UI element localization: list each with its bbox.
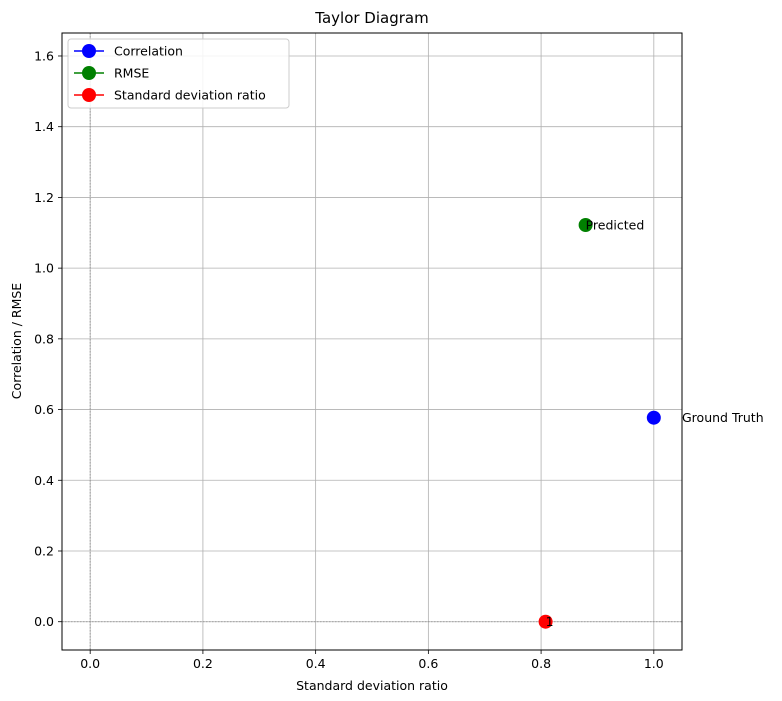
x-tick-label: 0.8 bbox=[531, 656, 551, 671]
y-tick-label: 0.4 bbox=[34, 473, 54, 488]
legend-marker bbox=[82, 88, 96, 102]
y-tick-label: 0.8 bbox=[34, 331, 54, 346]
legend-marker bbox=[82, 44, 96, 58]
x-tick-label: 0.2 bbox=[193, 656, 213, 671]
y-tick-label: 0.6 bbox=[34, 402, 54, 417]
point-annotations: Ground Truth Predicted 1 bbox=[546, 217, 764, 629]
legend-box bbox=[67, 38, 290, 109]
y-tick-label: 1.0 bbox=[34, 261, 54, 276]
legend: Correlation RMSE Standard deviation ratio bbox=[67, 38, 290, 109]
x-axis-label: Standard deviation ratio bbox=[296, 678, 448, 693]
y-tick-label: 0.0 bbox=[34, 614, 54, 629]
axis-ticks: 0.0 0.2 0.4 0.6 0.8 1.0 0.0 0.2 0.4 0.6 0.8 1.0 1.2 1… bbox=[34, 48, 664, 671]
data-point-rmse bbox=[578, 217, 593, 232]
data-points bbox=[538, 217, 661, 629]
y-tick-label: 0.2 bbox=[34, 543, 54, 558]
y-tick-label: 1.6 bbox=[34, 48, 54, 63]
data-point-correlation bbox=[646, 410, 661, 425]
zero-reference-lines bbox=[62, 33, 682, 650]
legend-label: Standard deviation ratio bbox=[114, 88, 266, 103]
y-tick-label: 1.2 bbox=[34, 190, 54, 205]
y-tick-label: 1.4 bbox=[34, 119, 54, 134]
x-tick-label: 0.6 bbox=[418, 656, 438, 671]
point-annotation: 1 bbox=[546, 614, 554, 629]
x-tick-label: 0.4 bbox=[306, 656, 326, 671]
legend-label: RMSE bbox=[114, 66, 149, 81]
point-annotation: Predicted bbox=[586, 217, 645, 232]
x-tick-label: 1.0 bbox=[644, 656, 664, 671]
data-point-standard-deviation-ratio bbox=[538, 614, 553, 629]
legend-label: Correlation bbox=[114, 44, 183, 59]
grid-lines bbox=[62, 33, 682, 650]
point-annotation: Ground Truth bbox=[682, 410, 764, 425]
x-tick-label: 0.0 bbox=[80, 656, 100, 671]
legend-marker bbox=[82, 66, 96, 80]
plot-area-frame bbox=[61, 32, 683, 651]
chart-title: Taylor Diagram bbox=[314, 9, 428, 27]
y-axis-label: Correlation / RMSE bbox=[9, 283, 24, 399]
